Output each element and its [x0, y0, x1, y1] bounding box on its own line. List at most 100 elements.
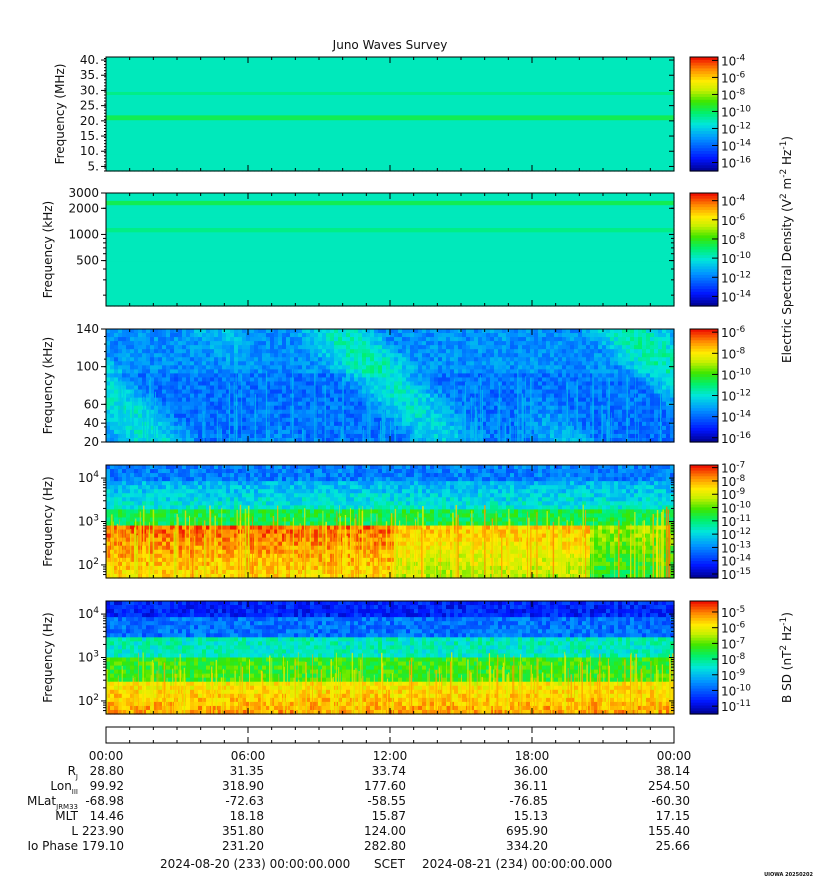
spectrogram-cell: [182, 209, 187, 214]
spectrogram-cell: [578, 151, 583, 156]
spectrogram-cell: [206, 209, 211, 214]
spectrogram-cell: [150, 290, 155, 295]
spectrogram-cell: [210, 241, 215, 246]
spectrogram-cell: [562, 106, 567, 111]
spectrogram-cell: [258, 122, 263, 127]
spectrogram-panels: 5.10.15.20.25.30.35.40.Frequency (MHz)10…: [41, 53, 794, 715]
spectrogram-cell: [198, 278, 203, 283]
spectrogram-cell: [298, 98, 303, 103]
spectrogram-cell: [286, 61, 291, 66]
spectrogram-cell: [666, 147, 671, 152]
spectrogram-cell: [122, 237, 127, 242]
spectrogram-cell: [386, 77, 391, 82]
spectrogram-cell: [206, 163, 211, 168]
spectrogram-cell: [274, 77, 279, 82]
spectrogram-cell: [374, 138, 379, 143]
spectrogram-cell: [142, 73, 147, 78]
spectrogram-cell: [402, 138, 407, 143]
spectrogram-cell: [202, 77, 207, 82]
spectrogram-cell: [470, 98, 475, 103]
spectrogram-cell: [438, 77, 443, 82]
spectrogram-cell: [314, 110, 319, 115]
spectrogram-cell: [174, 147, 179, 152]
spectrogram-cell: [194, 282, 199, 287]
spectrogram-cell: [122, 241, 127, 246]
spectrogram-cell: [658, 159, 663, 164]
spectrogram-cell: [578, 163, 583, 168]
spectrogram-cell: [538, 130, 543, 135]
spectrogram-cell: [166, 250, 171, 255]
spectrogram-cell: [446, 130, 451, 135]
spectrogram-cell: [146, 274, 151, 279]
spectrogram-cell: [162, 245, 167, 250]
spectrogram-cell: [586, 159, 591, 164]
spectrogram-cell: [210, 86, 215, 91]
spectrogram-cell: [606, 126, 611, 131]
spectrogram-cell: [378, 106, 383, 111]
spectrogram-cell: [574, 110, 579, 115]
spectrogram-cell: [478, 106, 483, 111]
spectrogram-cell: [222, 286, 227, 291]
spectrogram-cell: [478, 57, 483, 62]
spectrogram-cell: [570, 151, 575, 156]
spectrogram-cell: [546, 122, 551, 127]
spectrogram-cell: [498, 130, 503, 135]
spectrogram-cell: [270, 86, 275, 91]
spectrogram-cell: [158, 86, 163, 91]
spectrogram-cell: [450, 77, 455, 82]
spectrogram-cell: [410, 151, 415, 156]
spectrogram-cell: [574, 69, 579, 74]
spectrogram-cell: [306, 122, 311, 127]
spectrogram-cell: [570, 138, 575, 143]
spectrogram-cell: [474, 98, 479, 103]
spectrogram-cell: [202, 221, 207, 226]
spectrogram-cell: [230, 151, 235, 156]
spectrogram-cell: [358, 69, 363, 74]
spectrogram-cell: [206, 143, 211, 148]
spectrogram-cell: [458, 130, 463, 135]
spectrogram-cell: [498, 57, 503, 62]
spectrogram-cell: [210, 65, 215, 70]
spectrogram-cell: [198, 209, 203, 214]
spectrogram-cell: [330, 73, 335, 78]
spectrogram-cell: [334, 102, 339, 107]
spectrogram-cell: [346, 102, 351, 107]
spectrogram-cell: [398, 143, 403, 148]
spectrogram-cell: [382, 81, 387, 86]
spectrogram-cell: [298, 122, 303, 127]
spectrogram-cell: [218, 151, 223, 156]
spectrogram-cell: [214, 250, 219, 255]
spectrogram-cell: [310, 110, 315, 115]
spectrogram-cell: [190, 193, 195, 198]
spectrogram-cell: [662, 69, 667, 74]
spectrogram-cell: [162, 86, 167, 91]
spectrogram-cell: [474, 102, 479, 107]
spectrogram-cell: [546, 130, 551, 135]
spectrogram-cell: [542, 126, 547, 131]
spectrogram-cell: [234, 134, 239, 139]
spectrogram-cell: [202, 110, 207, 115]
spectrogram-cell: [446, 134, 451, 139]
spectrogram-cell: [150, 254, 155, 259]
spectrogram-cell: [278, 57, 283, 62]
spectrogram-cell: [622, 130, 627, 135]
spectrogram-cell: [638, 81, 643, 86]
spectrogram-cell: [478, 126, 483, 131]
spectrogram-cell: [210, 77, 215, 82]
spectrogram-cell: [606, 73, 611, 78]
spectrogram-cell: [622, 65, 627, 70]
spectrogram-cell: [314, 126, 319, 131]
spectrogram-cell: [306, 86, 311, 91]
spectrogram-cell: [158, 209, 163, 214]
spectrogram-cell: [638, 73, 643, 78]
spectrogram-cell: [418, 69, 423, 74]
spectrogram-cell: [474, 147, 479, 152]
spectrogram-cell: [170, 286, 175, 291]
spectrogram-cell: [606, 155, 611, 160]
spectrogram-cell: [290, 163, 295, 168]
spectrogram-cell: [470, 143, 475, 148]
spectrogram-cell: [178, 65, 183, 70]
spectrogram-cell: [350, 126, 355, 131]
spectrogram-cell: [182, 233, 187, 238]
spectrogram-cell: [274, 147, 279, 152]
